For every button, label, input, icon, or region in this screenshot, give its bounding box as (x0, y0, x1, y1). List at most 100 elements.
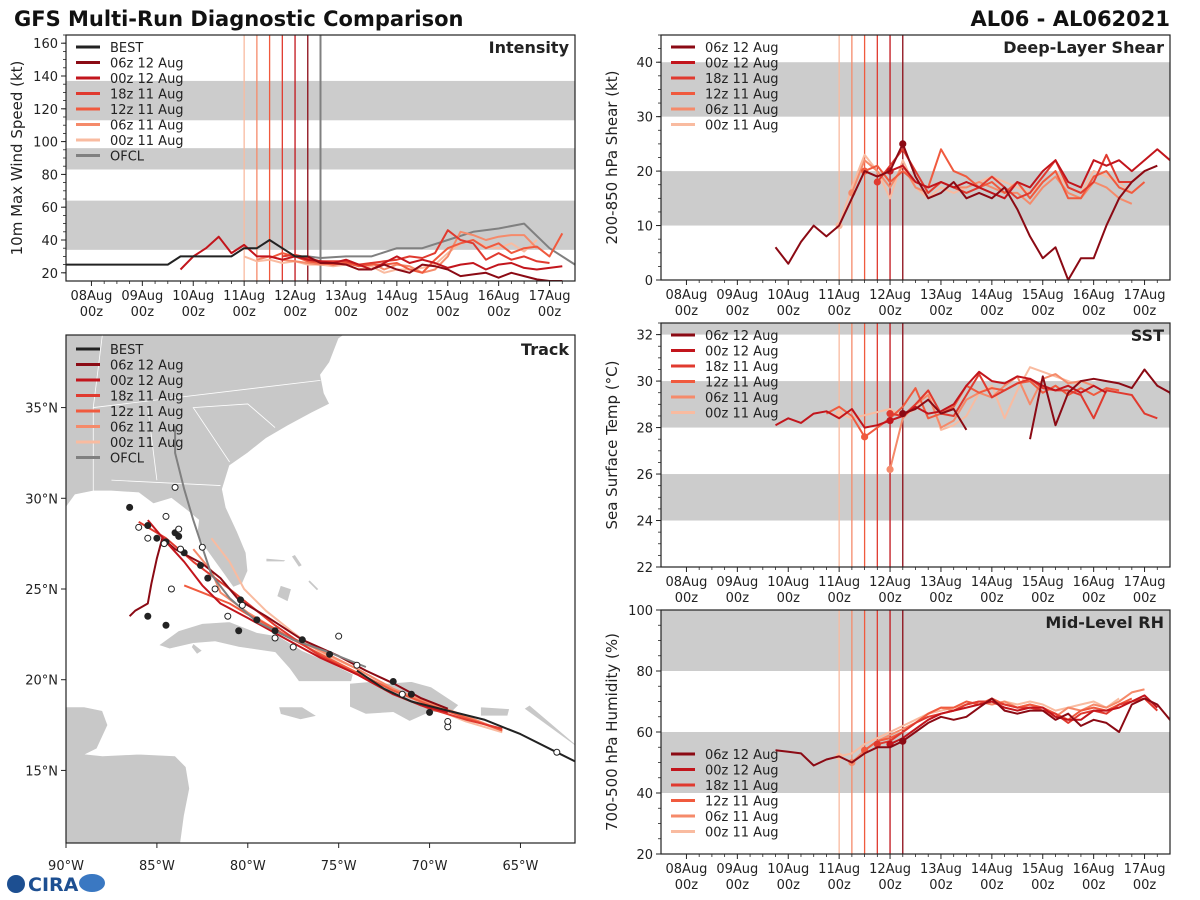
lon-tick-label: 75°W (321, 859, 357, 874)
x-tick-label-date: 09Aug (121, 289, 163, 304)
legend-label: 00z 11 Aug (705, 826, 779, 841)
x-tick-label-hour: 00z (1031, 591, 1055, 606)
y-tick-label: 80 (636, 665, 653, 680)
x-tick-label-hour: 00z (980, 591, 1004, 606)
land-isla-juventud (190, 642, 203, 655)
cira-logo: CIRA (7, 874, 105, 896)
x-tick-label-date: 16Aug (1073, 575, 1115, 590)
y-tick-label: 60 (41, 201, 58, 216)
legend-label: 06z 11 Aug (705, 391, 779, 406)
land-bahamas-abaco (290, 553, 303, 568)
track-position-dot (389, 678, 397, 686)
track-forecast-marker (444, 717, 452, 725)
series-line (889, 694, 1158, 746)
track-forecast-marker (398, 690, 406, 698)
track-position-dot (326, 650, 334, 658)
y-tick-label: 22 (636, 561, 653, 576)
track-position-dot (153, 534, 161, 542)
lat-tick-label: 20°N (25, 674, 58, 689)
track-forecast-marker (177, 545, 185, 553)
y-tick-label: 0 (645, 274, 653, 289)
x-tick-label-hour: 00z (131, 305, 155, 320)
logo-swirl-icon (79, 874, 105, 892)
x-tick-label-date: 12Aug (274, 289, 316, 304)
series-group (66, 222, 575, 281)
legend-label: 06z 12 Aug (110, 57, 184, 72)
series-init-dot (835, 410, 843, 418)
legend-label: 12z 11 Aug (705, 795, 779, 810)
y-tick-label: 28 (636, 422, 653, 437)
series-line (775, 697, 1170, 767)
x-tick-label-date: 10Aug (767, 288, 809, 303)
land-bahamas-eleuthera (307, 579, 320, 592)
y-tick-label: 40 (636, 56, 653, 71)
x-tick-label-hour: 00z (487, 305, 511, 320)
panel-title: SST (1131, 326, 1164, 345)
lon-tick-label: 90°W (48, 859, 84, 874)
legend-label: BEST (110, 343, 143, 358)
legend-label: 12z 11 Aug (705, 376, 779, 391)
track-forecast-marker (167, 585, 175, 593)
x-tick-label-hour: 00z (827, 591, 851, 606)
land-central-america (66, 706, 191, 843)
legend-label: 00z 11 Aug (705, 407, 779, 422)
x-tick-label-hour: 00z (929, 878, 953, 893)
x-tick-label-date: 12Aug (869, 575, 911, 590)
series-line (889, 373, 1158, 420)
x-tick-label-date: 15Aug (1022, 575, 1064, 590)
x-tick-label-hour: 00z (878, 591, 902, 606)
y-tick-label: 100 (33, 136, 58, 151)
x-tick-label-hour: 00z (726, 878, 750, 893)
x-tick-label-date: 08Aug (70, 289, 112, 304)
y-tick-label: 10 (636, 220, 653, 235)
y-tick-label: 20 (636, 165, 653, 180)
x-tick-label-date: 16Aug (1073, 288, 1115, 303)
legend-label: 06z 11 Aug (705, 810, 779, 825)
series-init-dot (873, 740, 881, 748)
legend-label: 00z 11 Aug (110, 436, 184, 451)
x-tick-label-date: 14Aug (971, 575, 1013, 590)
sst-panel: 22242628303208Aug00z09Aug00z10Aug00z11Au… (603, 322, 1171, 606)
x-tick-label-date: 11Aug (818, 862, 860, 877)
legend-label: 00z 12 Aug (705, 764, 779, 779)
land-puerto-rico (480, 706, 511, 717)
y-axis-label: 700-500 hPa Humidity (%) (603, 633, 621, 831)
series-group (775, 366, 1170, 473)
figure-title: GFS Multi-Run Diagnostic Comparison (14, 7, 463, 31)
x-tick-label-hour: 00z (1082, 304, 1106, 319)
lat-tick-label: 25°N (25, 583, 58, 598)
x-tick-label-date: 11Aug (223, 289, 265, 304)
track-position-dot (235, 627, 243, 635)
series-line (838, 153, 1133, 226)
y-tick-label: 40 (636, 787, 653, 802)
x-tick-label-hour: 00z (726, 304, 750, 319)
track-forecast-marker (224, 612, 232, 620)
x-tick-label-date: 13Aug (920, 575, 962, 590)
legend-label: 06z 12 Aug (705, 748, 779, 763)
series-line (307, 222, 575, 266)
series-line (876, 148, 1146, 200)
series-init-dot (861, 433, 869, 441)
track-forecast-marker (289, 643, 297, 651)
y-tick-label: 140 (33, 70, 58, 85)
x-tick-label-hour: 00z (929, 591, 953, 606)
x-tick-label-hour: 00z (182, 305, 206, 320)
x-tick-label-hour: 00z (283, 305, 307, 320)
x-tick-label-date: 13Aug (920, 862, 962, 877)
x-tick-label-date: 09Aug (716, 575, 758, 590)
legend-label: 00z 12 Aug (705, 57, 779, 72)
threshold-band (661, 323, 1170, 335)
track-layer (126, 425, 575, 763)
legend-label: 06z 11 Aug (705, 103, 779, 118)
x-tick-label-date: 12Aug (869, 288, 911, 303)
x-tick-label-date: 10Aug (172, 289, 214, 304)
x-tick-label-hour: 00z (1133, 591, 1157, 606)
track-position-dot (426, 708, 434, 716)
x-tick-label-date: 14Aug (971, 288, 1013, 303)
y-tick-label: 30 (636, 111, 653, 126)
track-line (192, 548, 503, 732)
panel-title: Intensity (489, 38, 570, 57)
x-tick-label-hour: 00z (929, 304, 953, 319)
y-tick-label: 30 (636, 375, 653, 390)
threshold-band (661, 474, 1170, 521)
